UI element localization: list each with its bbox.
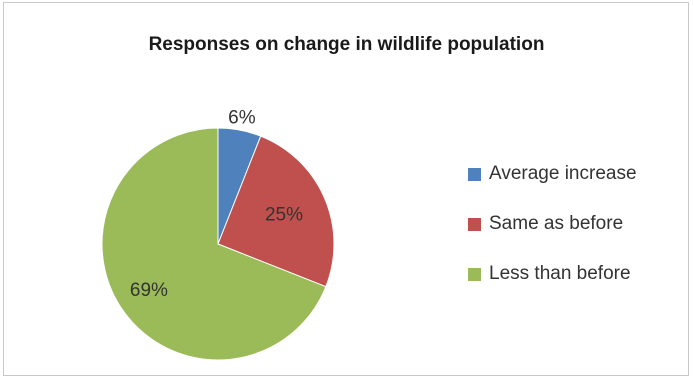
chart-title: Responses on change in wildlife populati… [148,34,545,55]
pie-data-labels: 6% 25% 69% [130,108,303,301]
data-label-same-as-before: 25% [265,204,303,225]
legend-label: Average increase [489,163,637,184]
legend-label: Less than before [489,263,631,284]
legend: Average increase Same as before Less than … [468,160,637,310]
pie-slices [101,127,335,361]
legend-item-less-than-before: Less than before [468,260,637,288]
data-label-average-increase: 6% [228,108,256,129]
legend-item-average-increase: Average increase [468,160,637,188]
legend-swatch [468,267,481,281]
data-label-less-than-before: 69% [130,280,168,301]
legend-label: Same as before [489,213,624,234]
legend-swatch [468,217,481,231]
pie-slice-less-than-before [101,127,327,361]
legend-item-same-as-before: Same as before [468,210,637,238]
legend-swatch [468,167,481,181]
pie-slice-same-as-before [217,135,335,288]
